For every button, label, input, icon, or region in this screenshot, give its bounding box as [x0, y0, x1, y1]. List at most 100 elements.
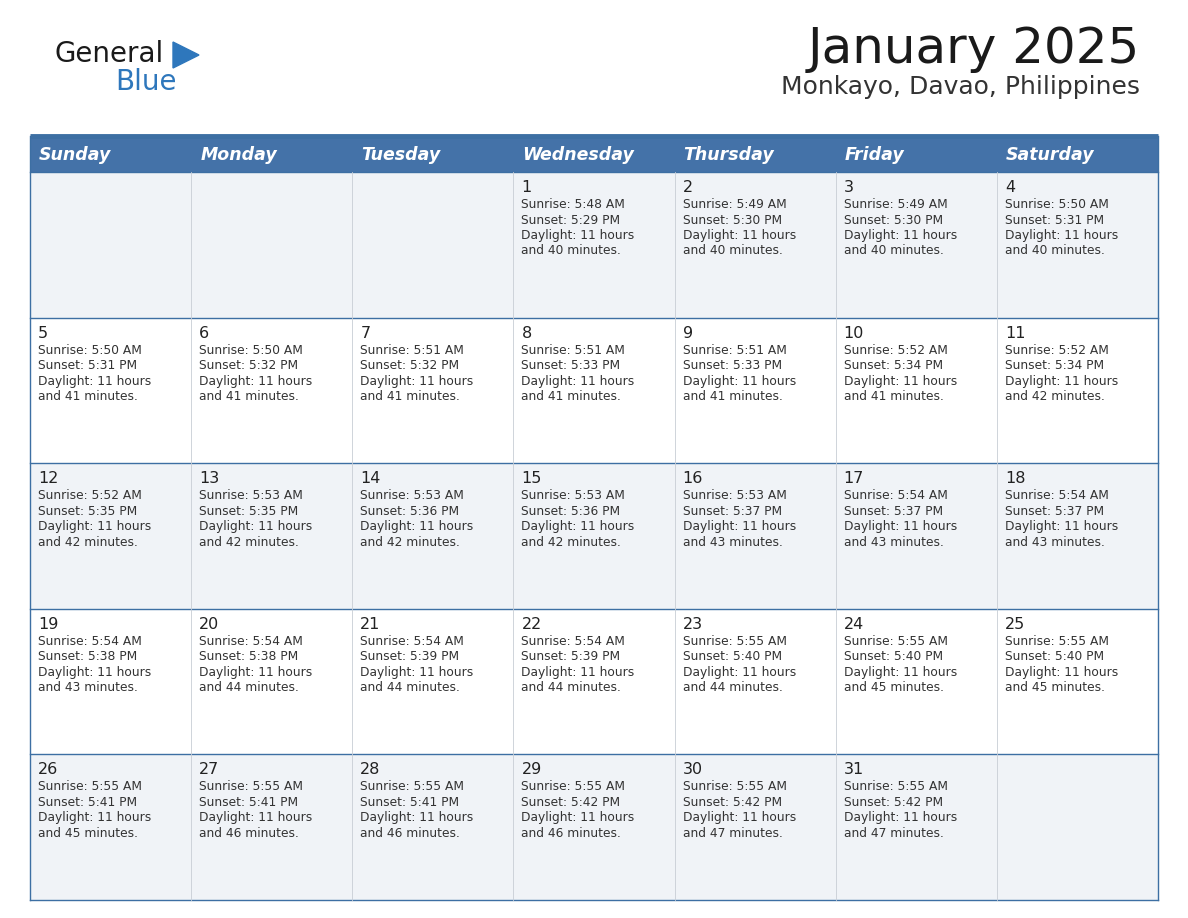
Text: Saturday: Saturday [1006, 146, 1094, 164]
Bar [30, 609, 1158, 755]
Text: Thursday: Thursday [683, 146, 775, 164]
Text: Sunrise: 5:51 AM: Sunrise: 5:51 AM [522, 343, 625, 356]
Text: and 44 minutes.: and 44 minutes. [522, 681, 621, 694]
Text: Sunrise: 5:54 AM: Sunrise: 5:54 AM [38, 635, 141, 648]
Text: Sunrise: 5:48 AM: Sunrise: 5:48 AM [522, 198, 625, 211]
Text: Sunrise: 5:52 AM: Sunrise: 5:52 AM [38, 489, 141, 502]
Text: Sunrise: 5:50 AM: Sunrise: 5:50 AM [38, 343, 141, 356]
Text: and 40 minutes.: and 40 minutes. [843, 244, 943, 258]
Text: Daylight: 11 hours: Daylight: 11 hours [1005, 666, 1118, 678]
Text: Sunset: 5:33 PM: Sunset: 5:33 PM [683, 359, 782, 372]
Text: and 40 minutes.: and 40 minutes. [1005, 244, 1105, 258]
Text: 14: 14 [360, 471, 380, 487]
Text: 20: 20 [200, 617, 220, 632]
Text: Sunset: 5:32 PM: Sunset: 5:32 PM [200, 359, 298, 372]
Text: Sunrise: 5:55 AM: Sunrise: 5:55 AM [843, 635, 948, 648]
Text: Sunset: 5:40 PM: Sunset: 5:40 PM [843, 650, 943, 664]
Text: Sunset: 5:41 PM: Sunset: 5:41 PM [38, 796, 137, 809]
Text: Friday: Friday [845, 146, 904, 164]
Text: and 41 minutes.: and 41 minutes. [522, 390, 621, 403]
Text: Daylight: 11 hours: Daylight: 11 hours [843, 521, 958, 533]
Text: Daylight: 11 hours: Daylight: 11 hours [1005, 375, 1118, 387]
Text: Sunrise: 5:50 AM: Sunrise: 5:50 AM [200, 343, 303, 356]
Text: Sunset: 5:40 PM: Sunset: 5:40 PM [1005, 650, 1104, 664]
Text: 29: 29 [522, 763, 542, 778]
Text: and 45 minutes.: and 45 minutes. [1005, 681, 1105, 694]
Text: Sunrise: 5:54 AM: Sunrise: 5:54 AM [522, 635, 625, 648]
Text: 13: 13 [200, 471, 220, 487]
Text: Sunrise: 5:53 AM: Sunrise: 5:53 AM [200, 489, 303, 502]
Text: 22: 22 [522, 617, 542, 632]
Text: Sunday: Sunday [39, 146, 112, 164]
Text: January 2025: January 2025 [808, 25, 1140, 73]
Text: Daylight: 11 hours: Daylight: 11 hours [843, 375, 958, 387]
Text: Sunrise: 5:54 AM: Sunrise: 5:54 AM [360, 635, 465, 648]
Text: Daylight: 11 hours: Daylight: 11 hours [522, 521, 634, 533]
Text: Daylight: 11 hours: Daylight: 11 hours [38, 521, 151, 533]
Text: Sunrise: 5:54 AM: Sunrise: 5:54 AM [1005, 489, 1108, 502]
Text: Sunset: 5:37 PM: Sunset: 5:37 PM [683, 505, 782, 518]
Text: and 41 minutes.: and 41 minutes. [843, 390, 943, 403]
Text: 28: 28 [360, 763, 380, 778]
Text: Sunrise: 5:53 AM: Sunrise: 5:53 AM [683, 489, 786, 502]
Text: Wednesday: Wednesday [523, 146, 634, 164]
Text: and 43 minutes.: and 43 minutes. [38, 681, 138, 694]
Text: Sunset: 5:30 PM: Sunset: 5:30 PM [843, 214, 943, 227]
Text: Daylight: 11 hours: Daylight: 11 hours [200, 812, 312, 824]
Text: 16: 16 [683, 471, 703, 487]
Text: Sunset: 5:37 PM: Sunset: 5:37 PM [1005, 505, 1104, 518]
Text: and 42 minutes.: and 42 minutes. [360, 536, 460, 549]
Text: Sunset: 5:39 PM: Sunset: 5:39 PM [522, 650, 620, 664]
Text: and 43 minutes.: and 43 minutes. [1005, 536, 1105, 549]
Text: Daylight: 11 hours: Daylight: 11 hours [360, 521, 474, 533]
Text: Sunset: 5:42 PM: Sunset: 5:42 PM [683, 796, 782, 809]
Text: Sunrise: 5:55 AM: Sunrise: 5:55 AM [200, 780, 303, 793]
Text: 24: 24 [843, 617, 864, 632]
Text: Sunset: 5:39 PM: Sunset: 5:39 PM [360, 650, 460, 664]
Bar [30, 136, 1158, 172]
Text: 2: 2 [683, 180, 693, 195]
Text: and 43 minutes.: and 43 minutes. [683, 536, 783, 549]
Text: 11: 11 [1005, 326, 1025, 341]
Text: Blue: Blue [115, 68, 177, 96]
Text: Daylight: 11 hours: Daylight: 11 hours [360, 812, 474, 824]
Text: Daylight: 11 hours: Daylight: 11 hours [683, 812, 796, 824]
Text: 12: 12 [38, 471, 58, 487]
Text: Daylight: 11 hours: Daylight: 11 hours [38, 812, 151, 824]
Text: Daylight: 11 hours: Daylight: 11 hours [200, 375, 312, 387]
Text: Sunset: 5:32 PM: Sunset: 5:32 PM [360, 359, 460, 372]
Text: Sunset: 5:41 PM: Sunset: 5:41 PM [360, 796, 460, 809]
Text: 4: 4 [1005, 180, 1015, 195]
Text: and 41 minutes.: and 41 minutes. [200, 390, 299, 403]
Text: Daylight: 11 hours: Daylight: 11 hours [683, 666, 796, 678]
Text: Daylight: 11 hours: Daylight: 11 hours [683, 375, 796, 387]
Text: Daylight: 11 hours: Daylight: 11 hours [522, 666, 634, 678]
Text: and 41 minutes.: and 41 minutes. [683, 390, 783, 403]
Text: Monkayo, Davao, Philippines: Monkayo, Davao, Philippines [781, 75, 1140, 99]
Text: and 46 minutes.: and 46 minutes. [200, 827, 299, 840]
Text: Daylight: 11 hours: Daylight: 11 hours [522, 812, 634, 824]
Text: Sunset: 5:31 PM: Sunset: 5:31 PM [38, 359, 137, 372]
Text: 21: 21 [360, 617, 380, 632]
Text: Sunset: 5:35 PM: Sunset: 5:35 PM [200, 505, 298, 518]
Text: Sunset: 5:36 PM: Sunset: 5:36 PM [360, 505, 460, 518]
Text: Daylight: 11 hours: Daylight: 11 hours [200, 521, 312, 533]
Text: Sunrise: 5:53 AM: Sunrise: 5:53 AM [360, 489, 465, 502]
Bar [30, 318, 1158, 464]
Text: Sunset: 5:42 PM: Sunset: 5:42 PM [522, 796, 620, 809]
Text: and 41 minutes.: and 41 minutes. [38, 390, 138, 403]
Text: Sunrise: 5:52 AM: Sunrise: 5:52 AM [1005, 343, 1108, 356]
Text: Sunrise: 5:51 AM: Sunrise: 5:51 AM [360, 343, 465, 356]
Text: Daylight: 11 hours: Daylight: 11 hours [522, 229, 634, 242]
Text: 10: 10 [843, 326, 864, 341]
Text: 26: 26 [38, 763, 58, 778]
Text: 31: 31 [843, 763, 864, 778]
Text: 23: 23 [683, 617, 702, 632]
Text: and 45 minutes.: and 45 minutes. [843, 681, 943, 694]
Text: Daylight: 11 hours: Daylight: 11 hours [360, 666, 474, 678]
Text: Sunrise: 5:54 AM: Sunrise: 5:54 AM [843, 489, 948, 502]
Text: 19: 19 [38, 617, 58, 632]
Text: and 40 minutes.: and 40 minutes. [522, 244, 621, 258]
Text: and 45 minutes.: and 45 minutes. [38, 827, 138, 840]
Text: 5: 5 [38, 326, 49, 341]
